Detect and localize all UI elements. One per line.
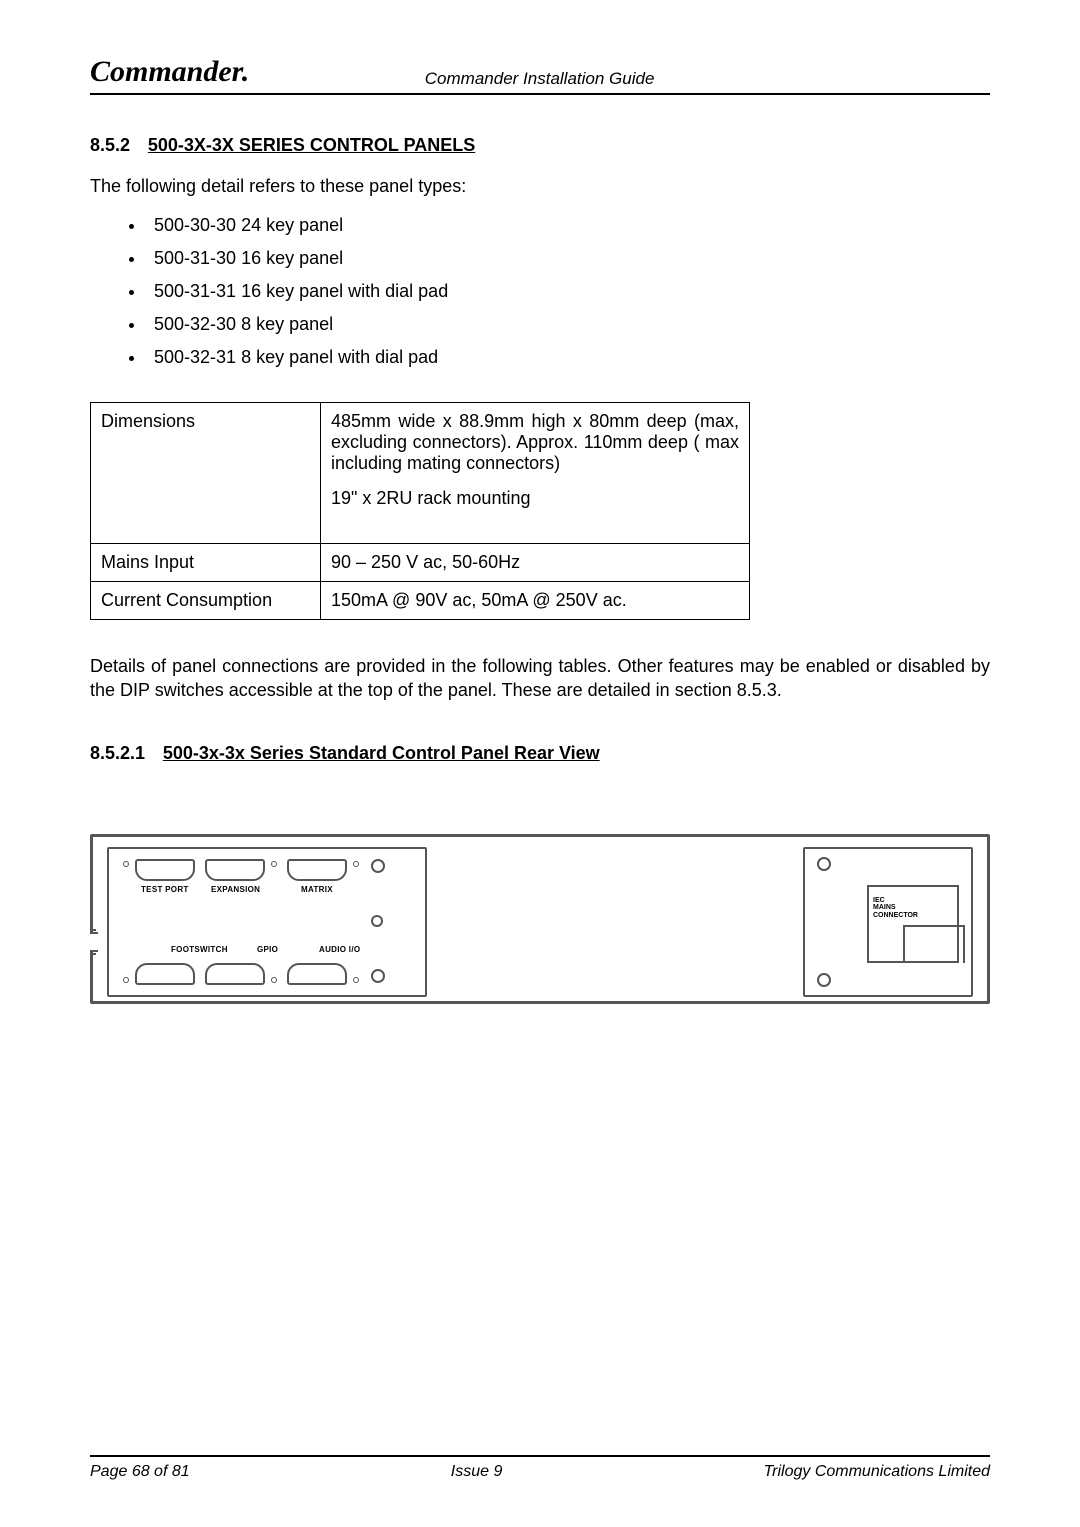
spec-table: Dimensions 485mm wide x 88.9mm high x 80… [90,402,750,620]
screw-icon [123,861,129,867]
list-item: 500-31-30 16 key panel [146,248,990,269]
spec-label: Mains Input [91,544,321,582]
spec-value: 150mA @ 90V ac, 50mA @ 250V ac. [321,582,750,620]
mounting-hole-icon [371,969,385,983]
iec-pocket-icon [903,925,965,963]
mounting-hole-icon [371,859,385,873]
page-footer: Page 68 of 81 Issue 9 Trilogy Communicat… [90,1455,990,1481]
mounting-hole-icon [817,857,831,871]
port-label: MATRIX [301,885,333,894]
section-title: 500-3X-3X SERIES CONTROL PANELS [148,135,475,155]
connector-panel-left: TEST PORT EXPANSION MATRIX FOOTSWITCH GP… [107,847,427,997]
dimensions-line2: 19" x 2RU rack mounting [331,488,739,509]
footer-issue: Issue 9 [451,1463,503,1481]
list-item: 500-32-30 8 key panel [146,314,990,335]
dsub-connector-icon [287,963,347,985]
dsub-connector-icon [135,859,195,881]
dimensions-line1: 485mm wide x 88.9mm high x 80mm deep (ma… [331,411,739,474]
page-header: Commander. Commander Installation Guide [90,55,990,95]
section-heading: 8.5.2 500-3X-3X SERIES CONTROL PANELS [90,135,990,156]
spec-label: Current Consumption [91,582,321,620]
mounting-hole-icon [371,915,383,927]
header-title: Commander Installation Guide [169,69,910,89]
intro-text: The following detail refers to these pan… [90,176,990,197]
iec-label: IEC MAINS CONNECTOR [873,897,918,920]
mounting-hole-icon [817,973,831,987]
list-item: 500-31-31 16 key panel with dial pad [146,281,990,302]
spec-value: 90 – 250 V ac, 50-60Hz [321,544,750,582]
dsub-connector-icon [287,859,347,881]
table-row: Dimensions 485mm wide x 88.9mm high x 80… [91,403,750,544]
footer-company: Trilogy Communications Limited [764,1463,990,1481]
port-label: GPIO [257,945,278,954]
iec-connector-icon: IEC MAINS CONNECTOR [867,885,959,963]
chassis-notch-icon [90,932,98,952]
screw-icon [271,977,277,983]
list-item: 500-32-31 8 key panel with dial pad [146,347,990,368]
screw-icon [271,861,277,867]
dsub-connector-icon [135,963,195,985]
section-number: 8.5.2 [90,135,130,155]
port-label: EXPANSION [211,885,260,894]
details-paragraph: Details of panel connections are provide… [90,654,990,703]
port-label: TEST PORT [141,885,189,894]
screw-icon [353,977,359,983]
subsection-title: 500-3x-3x Series Standard Control Panel … [163,743,600,763]
connector-panel-right: IEC MAINS CONNECTOR [803,847,973,997]
port-label: FOOTSWITCH [171,945,228,954]
spec-label: Dimensions [91,403,321,544]
spec-value: 485mm wide x 88.9mm high x 80mm deep (ma… [321,403,750,544]
table-row: Current Consumption 150mA @ 90V ac, 50mA… [91,582,750,620]
port-label: AUDIO I/O [319,945,360,954]
screw-icon [353,861,359,867]
subsection-number: 8.5.2.1 [90,743,145,763]
footer-page: Page 68 of 81 [90,1463,190,1481]
panel-type-list: 500-30-30 24 key panel 500-31-30 16 key … [90,215,990,368]
subsection-heading: 8.5.2.1 500-3x-3x Series Standard Contro… [90,743,990,764]
dsub-connector-icon [205,859,265,881]
screw-icon [123,977,129,983]
dsub-connector-icon [205,963,265,985]
rear-view-diagram: TEST PORT EXPANSION MATRIX FOOTSWITCH GP… [90,834,990,1004]
table-row: Mains Input 90 – 250 V ac, 50-60Hz [91,544,750,582]
list-item: 500-30-30 24 key panel [146,215,990,236]
